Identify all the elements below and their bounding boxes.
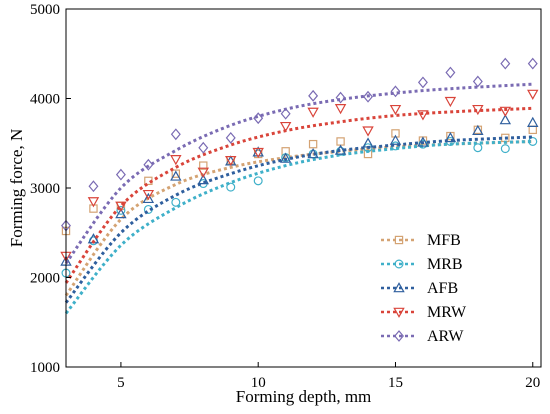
data-point-afb	[527, 116, 539, 127]
data-point-afb	[362, 137, 374, 148]
plot-area	[60, 57, 539, 315]
data-point-arw	[308, 89, 319, 102]
legend-marker	[394, 235, 404, 245]
data-point-mrw	[115, 201, 127, 212]
data-point-arw	[115, 168, 126, 181]
data-point-arw	[335, 91, 346, 104]
data-point-afb	[197, 174, 210, 185]
data-point-afb	[444, 131, 457, 143]
x-axis-title: Forming depth, mm	[236, 387, 372, 406]
x-tick-label: 5	[117, 375, 125, 391]
data-point-mrw	[307, 107, 319, 118]
legend-item-afb: AFB	[381, 280, 458, 297]
data-point-afb	[334, 144, 347, 155]
y-axis-title: Forming force, N	[7, 129, 26, 248]
x-tick-label: 10	[251, 375, 266, 391]
data-point-mrw	[225, 155, 237, 167]
fit-line-mrb	[64, 140, 533, 315]
legend-label: MRB	[427, 256, 463, 273]
legend-marker	[393, 282, 405, 293]
data-point-mfb	[171, 169, 181, 178]
data-point-mrw	[170, 155, 182, 166]
y-tick-label: 5000	[30, 2, 60, 18]
data-point-mrw	[389, 104, 402, 116]
data-point-arw	[472, 75, 483, 88]
data-point-afb	[472, 124, 484, 136]
data-point-arw	[198, 141, 209, 154]
data-point-arw	[143, 158, 154, 171]
data-point-afb	[307, 148, 319, 159]
x-tick-label: 15	[388, 375, 403, 391]
data-point-arw	[445, 66, 456, 79]
series-mrw	[60, 89, 539, 284]
data-point-mrw	[417, 110, 429, 121]
y-tick-label: 2000	[30, 271, 60, 287]
y-tick-label: 1000	[30, 360, 60, 376]
data-point-arw	[170, 128, 181, 141]
data-point-mfb	[308, 139, 318, 149]
legend-item-arw: ARW	[381, 328, 464, 345]
data-point-mrb	[171, 197, 181, 207]
legend: MFB MRB AFB MRW ARW	[381, 232, 467, 345]
data-point-mrw	[279, 121, 292, 133]
data-point-afb	[142, 192, 155, 204]
legend-label: MFB	[427, 232, 461, 249]
data-point-mrw	[252, 147, 264, 159]
legend-item-mrb: MRB	[381, 256, 463, 273]
data-point-mrb	[528, 136, 538, 146]
fit-line-afb	[64, 135, 533, 304]
data-point-arw	[225, 131, 236, 144]
series-mfb	[61, 125, 537, 297]
y-tick-label: 3000	[30, 181, 60, 197]
axis-ticks: 5 10 15 20 1000 2000 3000 4000 5000	[30, 2, 540, 391]
legend-marker	[394, 259, 404, 269]
data-point-mrb	[226, 182, 236, 192]
data-point-arw	[417, 76, 428, 89]
data-point-arw	[390, 85, 401, 98]
series-arw	[61, 57, 538, 265]
legend-label: MRW	[427, 304, 467, 321]
data-point-afb	[389, 134, 402, 145]
data-point-mfb	[528, 125, 537, 135]
fit-line-mrw	[64, 106, 533, 284]
data-point-afb	[279, 152, 292, 163]
legend-label: AFB	[427, 280, 458, 297]
data-point-afb	[115, 208, 127, 219]
data-point-arw	[253, 112, 264, 125]
data-point-mrw	[472, 104, 484, 116]
legend-item-mfb: MFB	[381, 232, 461, 249]
data-point-mrw	[87, 197, 100, 208]
fit-line-mfb	[64, 140, 533, 297]
data-point-arw	[500, 57, 511, 70]
legend-item-mrw: MRW	[381, 304, 467, 321]
plot-frame	[65, 8, 542, 368]
data-point-arw	[280, 107, 291, 120]
series-mrb	[61, 136, 538, 315]
data-point-mrb	[500, 144, 510, 154]
data-point-mrw	[499, 106, 512, 117]
x-tick-label: 20	[525, 375, 540, 391]
data-point-mrw	[142, 189, 155, 201]
data-point-arw	[88, 180, 99, 193]
data-point-arw	[527, 57, 538, 70]
data-point-afb	[417, 136, 429, 147]
data-point-mfb	[199, 161, 208, 170]
data-point-mfb	[336, 137, 345, 146]
data-point-mrw	[444, 96, 457, 108]
data-point-mrw	[527, 89, 539, 100]
y-tick-label: 4000	[30, 92, 60, 108]
legend-marker	[394, 330, 404, 342]
data-point-mrb	[473, 143, 483, 153]
data-point-mrb	[253, 176, 263, 186]
data-point-mrw	[197, 167, 210, 178]
data-point-afb	[499, 114, 512, 125]
data-point-arw	[363, 90, 374, 103]
legend-label: ARW	[427, 328, 464, 345]
data-point-mrw	[362, 126, 374, 137]
legend-marker	[393, 307, 405, 318]
data-point-afb	[170, 170, 182, 181]
data-point-mrw	[334, 104, 347, 115]
data-point-mrb	[116, 205, 126, 215]
